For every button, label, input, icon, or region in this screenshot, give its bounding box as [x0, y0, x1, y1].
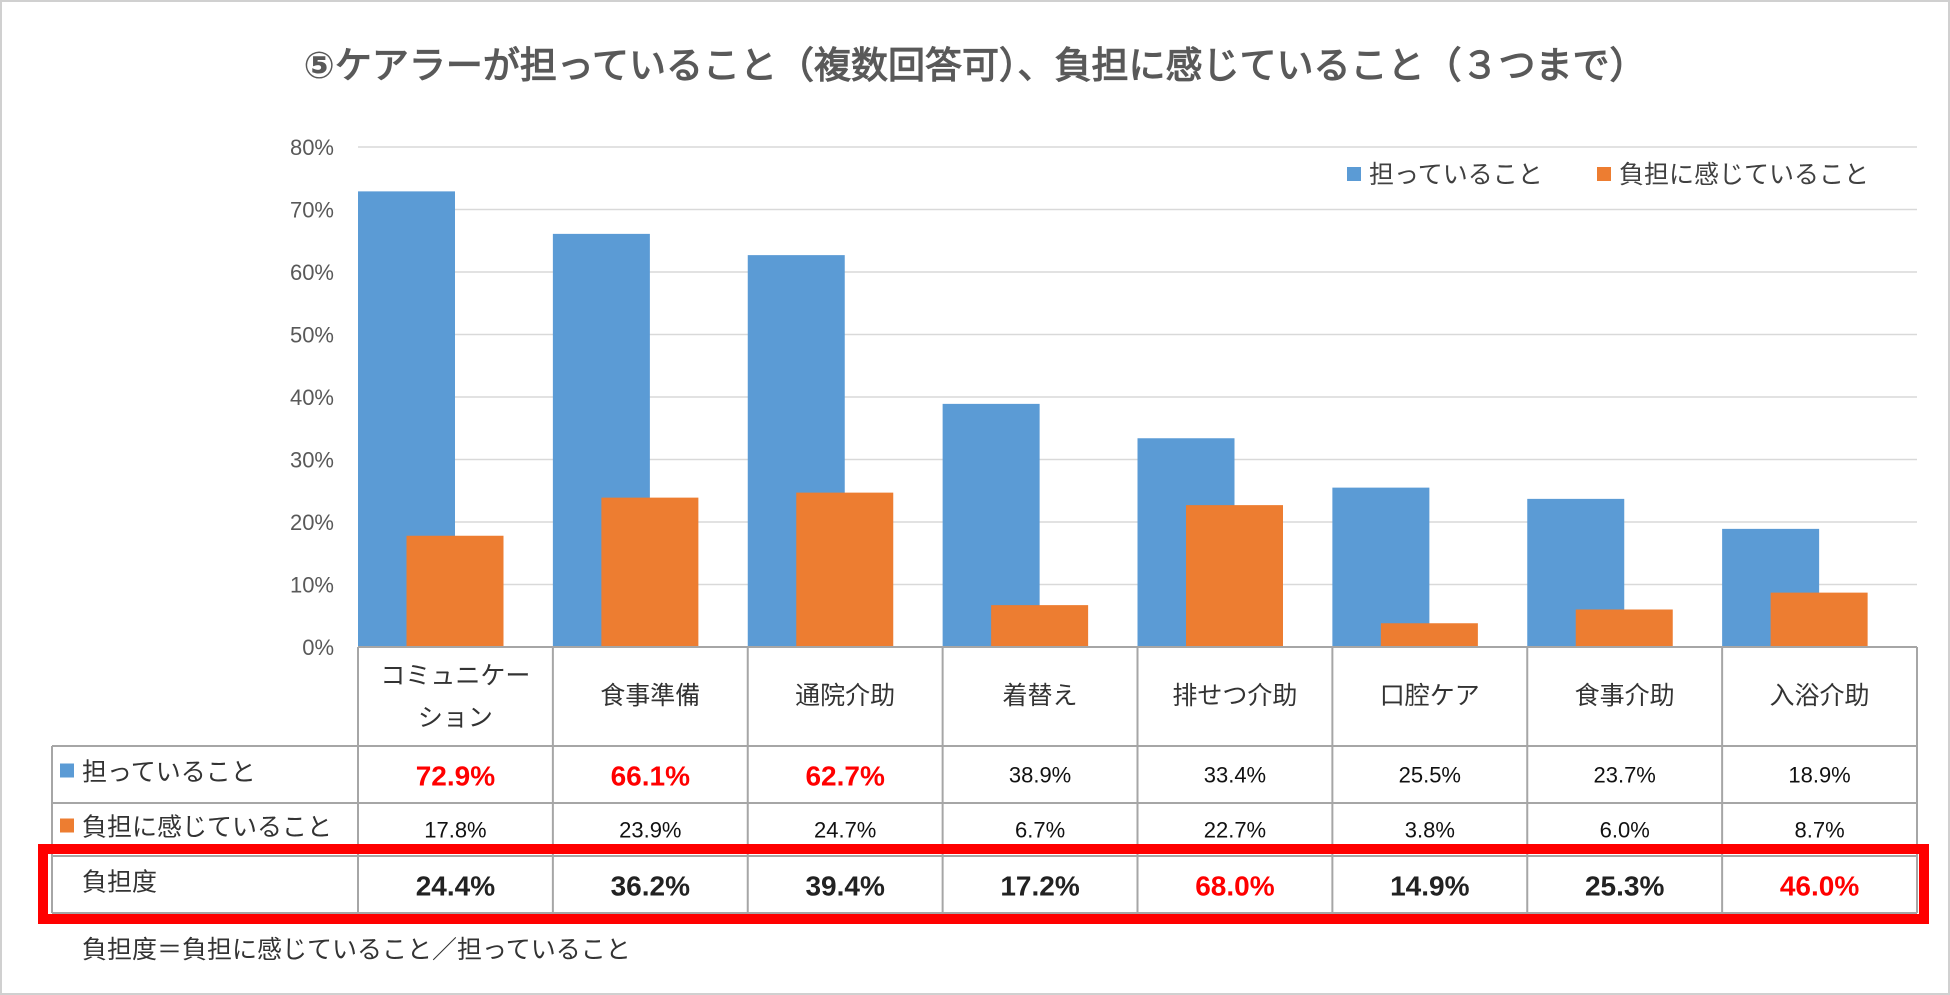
legend-swatch — [1347, 167, 1361, 181]
category-label: 通院介助 — [795, 681, 895, 710]
bar-series2 — [1186, 505, 1283, 647]
table-cell: 6.0% — [1600, 818, 1650, 843]
table-row-label: 負担に感じていること — [82, 813, 332, 842]
bar-series1 — [1332, 487, 1430, 647]
legend-label: 担っていること — [1369, 160, 1543, 189]
table-cell: 36.2% — [611, 871, 690, 902]
table-cell: 23.7% — [1593, 763, 1655, 788]
y-tick-label: 40% — [290, 385, 334, 410]
table-cell: 18.9% — [1788, 763, 1850, 788]
category-label: 排せつ介助 — [1172, 681, 1297, 710]
y-tick-label: 20% — [290, 510, 334, 535]
y-tick-label: 80% — [290, 135, 334, 160]
table-cell: 25.3% — [1585, 871, 1664, 902]
bars — [358, 191, 1868, 647]
table-cell: 33.4% — [1204, 763, 1266, 788]
category-label: ション — [418, 703, 493, 732]
table-row-label: 負担度 — [82, 868, 157, 897]
table-cell: 72.9% — [416, 761, 495, 792]
row-marker-swatch — [60, 818, 74, 833]
y-tick-label: 70% — [290, 198, 334, 223]
table-cell: 46.0% — [1780, 871, 1859, 902]
category-label: 食事準備 — [600, 681, 700, 710]
table-cell: 22.7% — [1204, 818, 1266, 843]
table-cell: 17.2% — [1000, 871, 1079, 902]
category-label: 口腔ケア — [1380, 681, 1480, 710]
table-cell: 24.4% — [416, 871, 495, 902]
y-tick-label: 0% — [302, 635, 334, 660]
table-cell: 24.7% — [814, 818, 876, 843]
bar-series2 — [601, 497, 699, 647]
table-cell: 6.7% — [1015, 818, 1065, 843]
table-cell: 62.7% — [805, 761, 884, 792]
category-label: 食事介助 — [1575, 681, 1675, 710]
bar-series2 — [1770, 592, 1868, 647]
category-label: 着替え — [1003, 681, 1078, 710]
table-cell: 3.8% — [1405, 818, 1455, 843]
bar-series2 — [991, 605, 1089, 647]
y-tick-label: 50% — [290, 323, 334, 348]
y-tick-label: 60% — [290, 260, 334, 285]
table-cell: 25.5% — [1399, 763, 1461, 788]
legend-swatch — [1597, 167, 1611, 181]
bar-series2 — [796, 492, 894, 647]
table-cell: 66.1% — [611, 761, 690, 792]
y-axis-ticks: 0% 10% 20% 30% 40% 50% 60% 70% 80% — [290, 135, 334, 660]
table-row-label: 担っていること — [82, 758, 256, 787]
table-cell: 8.7% — [1794, 818, 1844, 843]
table-cell: 38.9% — [1009, 763, 1071, 788]
chart-title: ⑤ケアラーが担っていること（複数回答可）、負担に感じていること（３つまで） — [304, 44, 1647, 87]
highlight-frame — [38, 844, 1929, 924]
category-label: コミュニケー — [380, 661, 530, 690]
legend-label: 負担に感じていること — [1619, 160, 1869, 189]
row-marker-swatch — [60, 763, 74, 778]
table-cell: 14.9% — [1390, 871, 1469, 902]
table-cell: 17.8% — [424, 818, 486, 843]
bar-series2 — [1380, 623, 1478, 647]
table-cell: 23.9% — [619, 818, 681, 843]
table-cell: 68.0% — [1195, 871, 1274, 902]
table-cell: 39.4% — [805, 871, 884, 902]
legend: 担っていること 負担に感じていること — [1347, 160, 1869, 189]
y-tick-label: 30% — [290, 448, 334, 473]
y-tick-label: 10% — [290, 573, 334, 598]
bar-series2 — [406, 535, 504, 647]
bar-series2 — [1575, 609, 1673, 647]
footnote: 負担度＝負担に感じていること／担っていること — [82, 935, 631, 964]
category-label: 入浴介助 — [1770, 681, 1870, 710]
